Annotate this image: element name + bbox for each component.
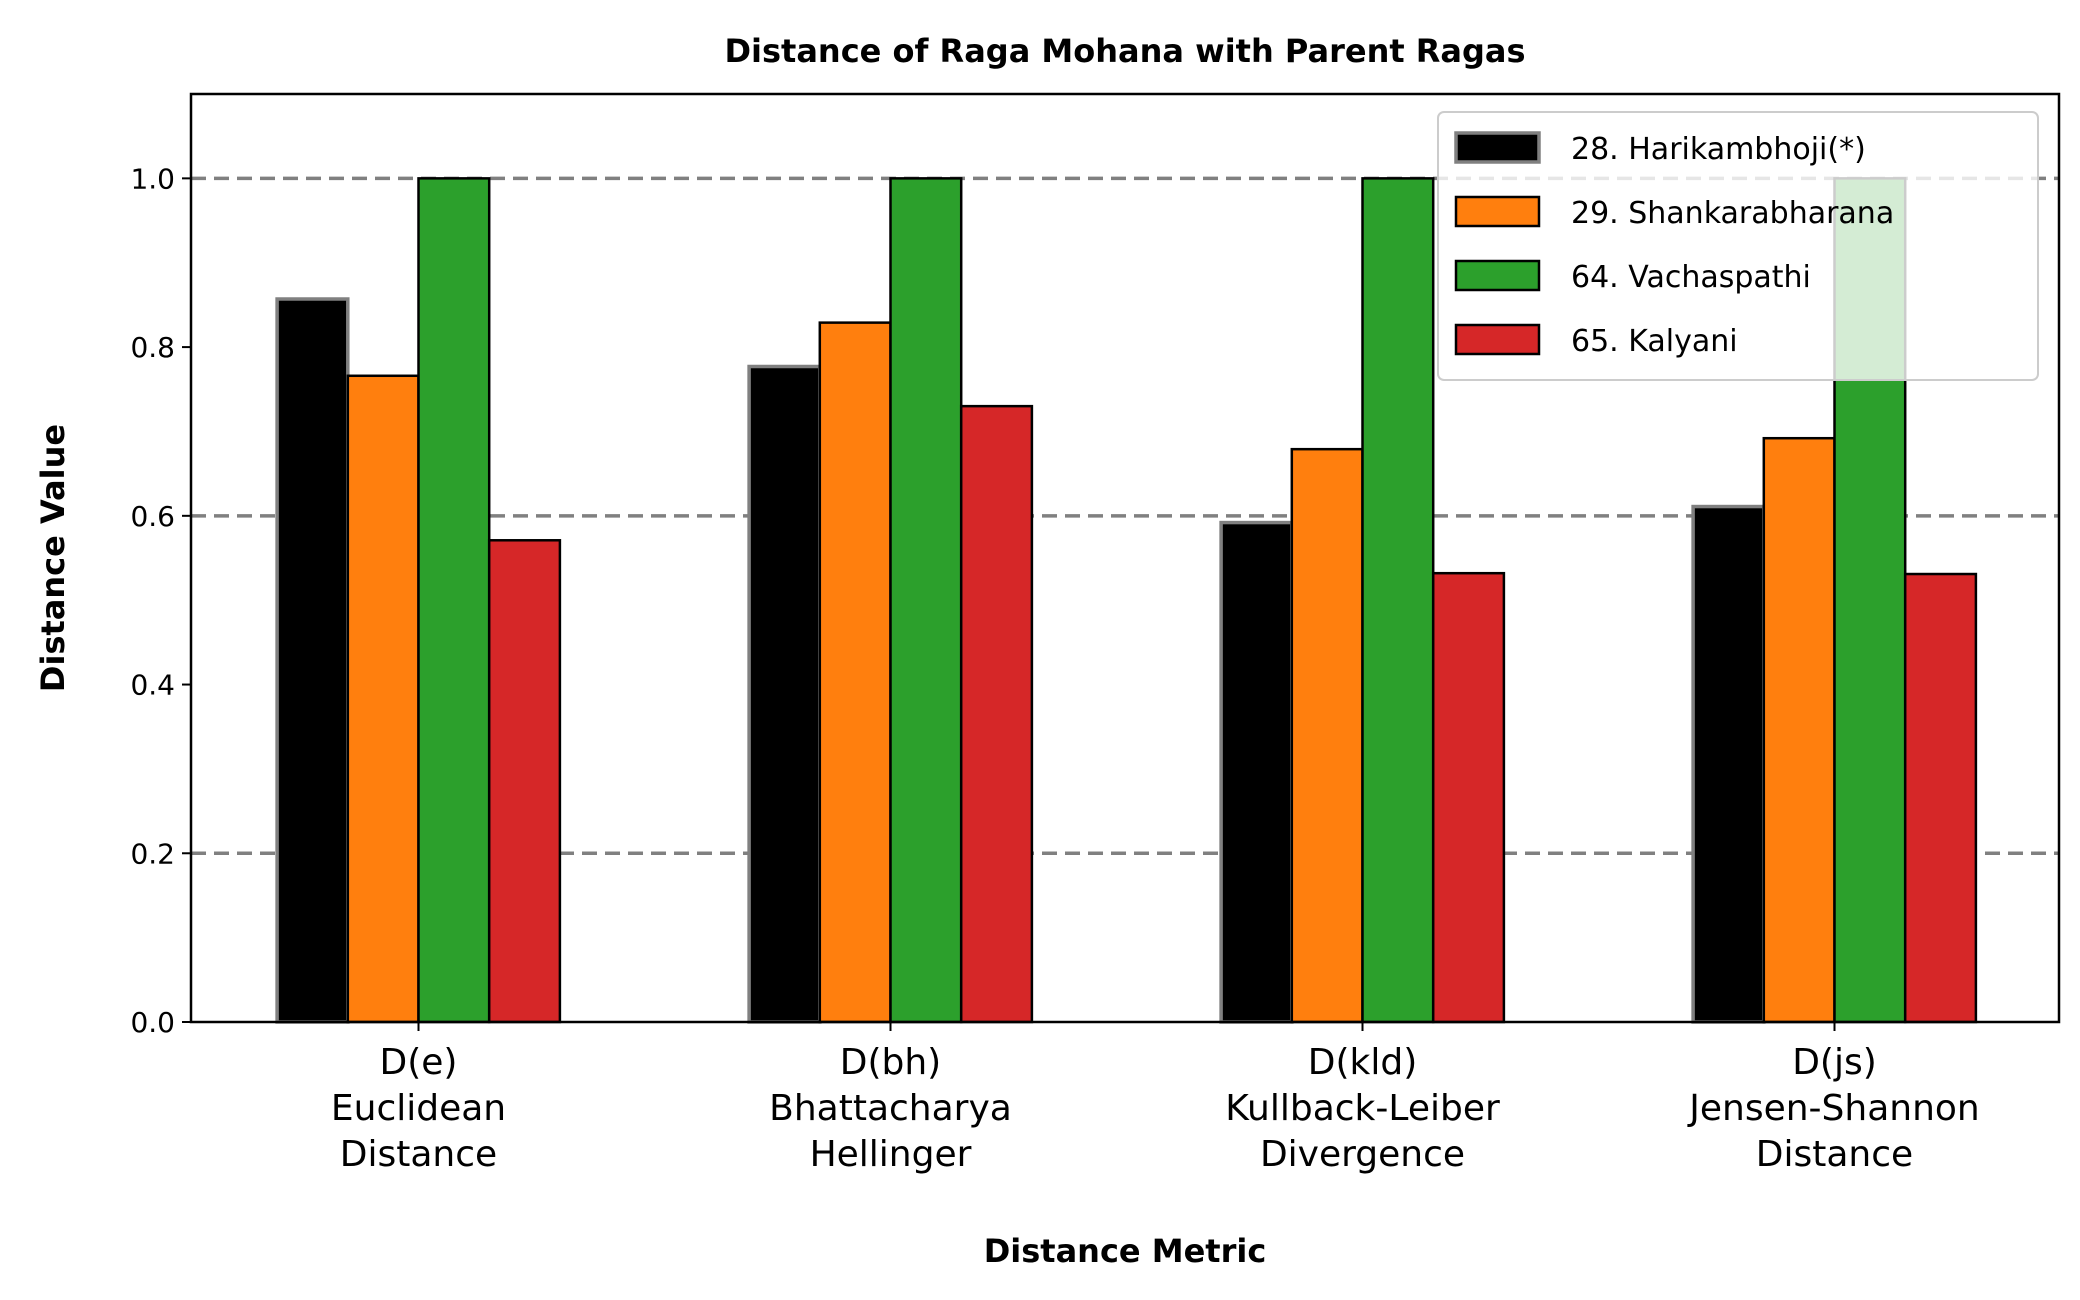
x-tick-label: D(e) Euclidean Distance [331,1042,506,1175]
chart-title: Distance of Raga Mohana with Parent Raga… [724,32,1525,70]
bars [275,177,1978,1024]
bar-2-3 [1290,447,1364,1024]
legend-label: 28. Harikambhoji(*) [1571,132,1866,167]
legend-swatch [1454,195,1541,228]
x-axis: D(e) Euclidean Distance D(bh) Bhattacharya He… [331,1022,1980,1175]
legend-swatch [1454,259,1541,292]
bar-1-4 [1691,504,1766,1024]
y-tick-label: 0.8 [130,331,175,364]
y-tick-label: 1.0 [130,162,175,195]
bar-4-4 [1903,572,1978,1024]
legend-swatch [1454,131,1541,164]
bar-2-1 [346,374,420,1024]
y-tick-label: 0.2 [130,837,175,870]
y-tick-label: 0.0 [130,1006,175,1039]
bar-4-3 [1431,571,1506,1024]
x-tick-label: D(js) Jensen-Shannon Distance [1687,1042,1980,1175]
x-tick-label: D(kld) Kullback-Leiber Divergence [1225,1042,1500,1175]
bar-3-1 [417,177,491,1024]
bar-3-2 [889,177,963,1024]
y-axis-label: Distance Value [34,424,72,692]
bar-1-1 [275,297,350,1024]
legend-swatch [1454,323,1541,356]
legend-label: 65. Kalyani [1571,324,1738,359]
bar-2-2 [818,321,892,1024]
bar-1-2 [747,364,822,1024]
x-axis-label: Distance Metric [984,1232,1267,1270]
bar-4-1 [487,539,562,1024]
bar-3-3 [1361,177,1435,1024]
bar-1-3 [1219,520,1294,1024]
y-axis: 0.0 0.2 0.4 0.6 0.8 1.0 [130,162,191,1039]
y-tick-label: 0.6 [130,500,175,533]
bar-4-2 [959,404,1034,1024]
legend: 28. Harikambhoji(*) 29. Shankarabharana 64… [1437,111,2039,381]
plot-frame [189,92,2061,1024]
legend-box [1437,111,2039,381]
legend-label: 29. Shankarabharana [1571,196,1894,231]
bar-2-4 [1762,436,1836,1024]
x-tick-label: D(bh) Bhattacharya Hellinger [769,1042,1012,1175]
legend-label: 64. Vachaspathi [1571,260,1811,295]
y-tick-label: 0.4 [130,669,175,702]
